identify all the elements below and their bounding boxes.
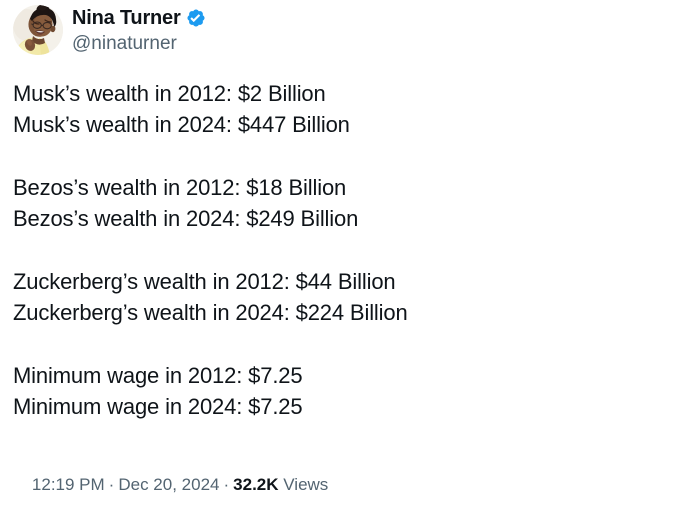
tweet-line: Zuckerberg’s wealth in 2024: $224 Billio… xyxy=(13,300,408,325)
name-row: Nina Turner xyxy=(72,6,206,30)
tweet-card: Nina Turner @ninaturner Musk’s wealth in… xyxy=(13,5,683,494)
tweet-line: Musk’s wealth in 2012: $2 Billion xyxy=(13,81,326,106)
user-handle[interactable]: @ninaturner xyxy=(72,33,177,54)
display-name[interactable]: Nina Turner xyxy=(72,7,181,29)
tweet-line: Bezos’s wealth in 2012: $18 Billion xyxy=(13,175,347,200)
identity-block: Nina Turner @ninaturner xyxy=(72,5,206,56)
avatar[interactable] xyxy=(13,5,63,55)
tweet-header: Nina Turner @ninaturner xyxy=(13,5,206,56)
tweet-line: Musk’s wealth in 2024: $447 Billion xyxy=(13,112,350,137)
tweet-line: Zuckerberg’s wealth in 2012: $44 Billion xyxy=(13,269,396,294)
tweet-metadata: 12:19 PM · Dec 20, 2024 · 32.2K Views xyxy=(13,452,328,518)
tweet-line: Minimum wage in 2012: $7.25 xyxy=(13,363,303,388)
verified-badge-icon[interactable] xyxy=(186,8,206,28)
tweet-line: Minimum wage in 2024: $7.25 xyxy=(13,394,303,419)
avatar-image xyxy=(13,5,63,55)
tweet-line: Bezos’s wealth in 2024: $249 Billion xyxy=(13,206,359,231)
tweet-text-body: Musk’s wealth in 2012: $2 Billion Musk’s… xyxy=(13,78,683,422)
